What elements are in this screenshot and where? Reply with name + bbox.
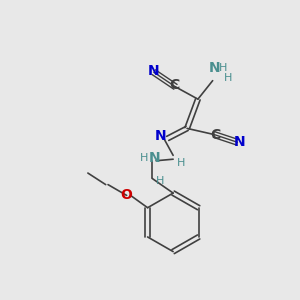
Text: H: H — [224, 73, 232, 82]
Text: H: H — [177, 158, 185, 168]
Text: N: N — [148, 64, 160, 78]
Text: O: O — [121, 188, 133, 203]
Text: N: N — [155, 129, 167, 143]
Text: N: N — [149, 152, 160, 165]
Text: C: C — [169, 78, 179, 92]
Text: H: H — [219, 63, 228, 73]
Text: N: N — [234, 135, 246, 149]
Text: C: C — [210, 128, 220, 142]
Text: H: H — [156, 176, 164, 186]
Text: N: N — [208, 61, 220, 75]
Text: H: H — [140, 153, 148, 164]
